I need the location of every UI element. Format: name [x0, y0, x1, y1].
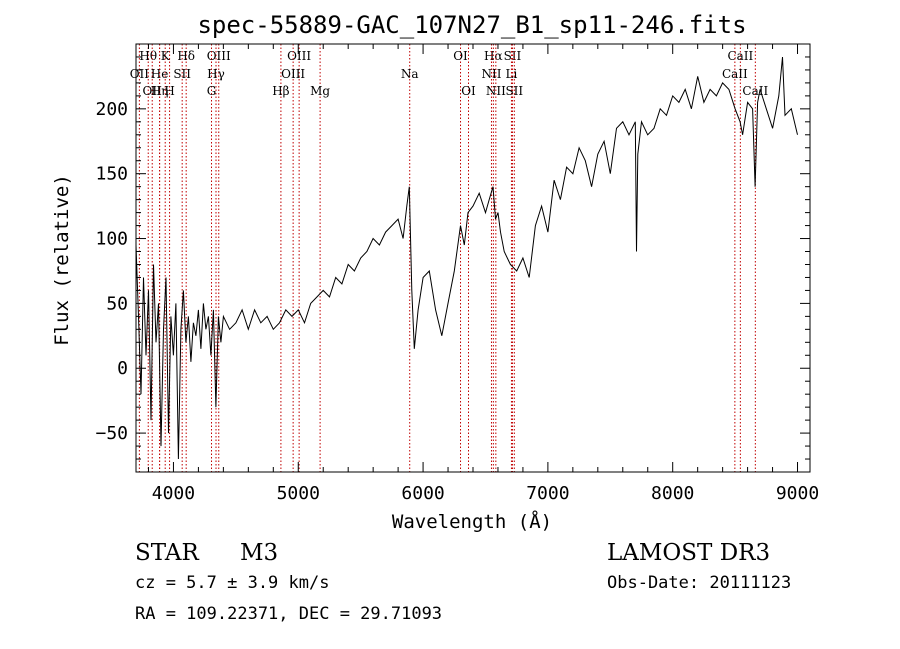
y-tick-label: 150 [95, 164, 128, 185]
x-axis-label: Wavelength (Å) [392, 510, 552, 533]
spectral-line-label: SII [504, 49, 522, 63]
spectral-line-label: Hα [484, 49, 503, 63]
x-tick-label: 8000 [651, 483, 694, 504]
x-tick-label: 5000 [277, 483, 320, 504]
spectral-line-label: OI [461, 84, 476, 98]
spectral-line-label: Hβ [272, 84, 289, 98]
observation-date: Obs-Date: 20111123 [607, 573, 792, 593]
series-layer [135, 56, 798, 460]
spectral-line-label: He [151, 67, 169, 81]
spectral-line-label: NII [486, 84, 506, 98]
object-type: STAR [135, 540, 199, 566]
spectral-line-label: OI [453, 49, 468, 63]
chart-title: spec-55889-GAC_107N27_B1_sp11-246.fits [197, 11, 746, 39]
series-line-flux [135, 56, 798, 460]
y-tick-label: 50 [106, 293, 128, 314]
spectral-line-label: OII [143, 84, 163, 98]
survey-name: LAMOST DR3 [607, 540, 771, 566]
spectral-line-label: NII [481, 67, 501, 81]
spectral-line-label: G [207, 84, 217, 98]
spectral-line-label: Mg [310, 84, 330, 98]
spectral-line-label: Li [506, 67, 518, 81]
spectral-line-label: CaII [727, 49, 753, 63]
spectral-line-label: Hγ [207, 67, 225, 81]
axes-layer: 4000 5000 6000 7000 8000 9000 −50 0 50 100 150 200 [95, 43, 819, 504]
spectral-line-label: CaII [722, 67, 748, 81]
spectral-line-label: Hδ [177, 49, 195, 63]
spectral-line-label: Na [401, 67, 419, 81]
spectral-line-label: OIII [287, 49, 311, 63]
spectral-line-label: OIII [281, 67, 305, 81]
y-tick-label: −50 [95, 423, 128, 444]
plot-frame [135, 43, 811, 473]
y-tick-label: 0 [117, 358, 128, 379]
spectral-line-label: H [164, 84, 174, 98]
ra-dec: RA = 109.22371, DEC = 29.71093 [135, 604, 443, 624]
spectral-line-label: Hη [151, 84, 169, 98]
x-tick-label: 4000 [152, 483, 195, 504]
spectral-line-label: Hθ [139, 49, 157, 63]
x-tick-label: 7000 [526, 483, 569, 504]
spectral-line-label: SII [505, 84, 523, 98]
spectral-line-label: CaII [742, 84, 768, 98]
object-subclass: M3 [240, 540, 279, 566]
y-tick-label: 100 [95, 229, 128, 250]
spectral-line-label: OII [130, 67, 150, 81]
spectral-line-label: K [161, 49, 171, 63]
spectral-line-label: SII [173, 67, 191, 81]
redshift-velocity: cz = 5.7 ± 3.9 km/s [135, 573, 330, 593]
y-tick-label: 200 [95, 99, 128, 120]
spectral-line-label: OIII [207, 49, 231, 63]
x-tick-label: 6000 [401, 483, 444, 504]
y-axis-label: Flux (relative) [51, 174, 73, 346]
x-tick-label: 9000 [776, 483, 819, 504]
